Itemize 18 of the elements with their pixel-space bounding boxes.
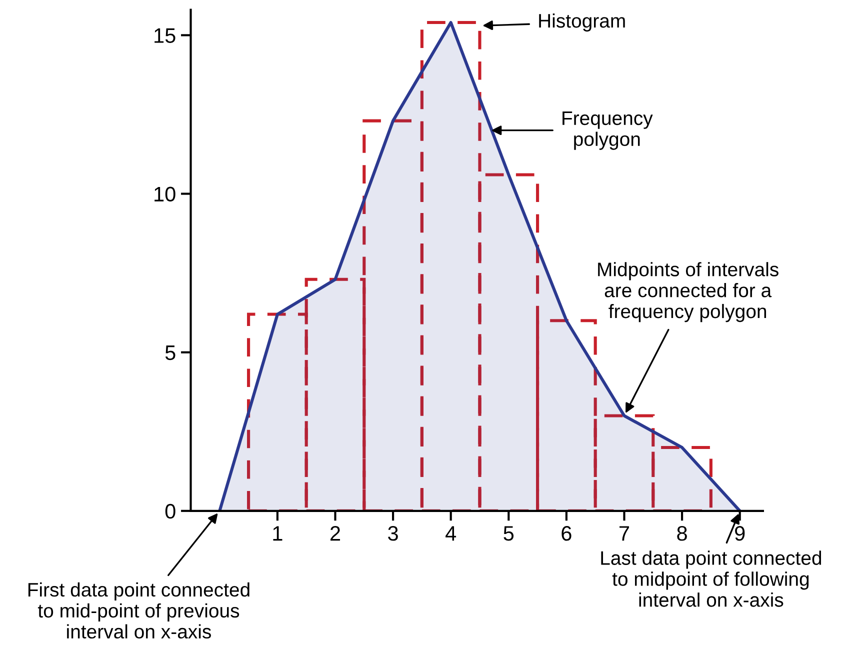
y-tick-label: 10 (154, 186, 176, 202)
x-tick-label: 7 (620, 526, 629, 541)
x-tick-label: 4 (446, 526, 456, 541)
x-tick-label: 1 (273, 526, 282, 541)
x-tick-label: 5 (504, 526, 514, 541)
annotation: First data point connected to mid-point of previous interval on x-axis (28, 582, 250, 639)
x-tick-label: 3 (388, 526, 398, 541)
y-tick-label: 0 (165, 504, 176, 519)
x-tick-label: 9 (735, 526, 745, 541)
annotation: Midpoints of intervals are connected for a frequency polygon (598, 262, 778, 322)
y-tick-label: 5 (165, 346, 176, 360)
annotation: Frequency polygon (562, 112, 653, 150)
x-tick-label: 2 (330, 526, 340, 541)
x-tick-label: 6 (562, 526, 572, 541)
annotation: Last data point connected to midpoint of following interval on x-axis (601, 550, 822, 607)
annotation: Histogram (539, 13, 625, 32)
x-tick-label: 8 (677, 526, 687, 541)
y-tick-label: 15 (154, 28, 176, 43)
